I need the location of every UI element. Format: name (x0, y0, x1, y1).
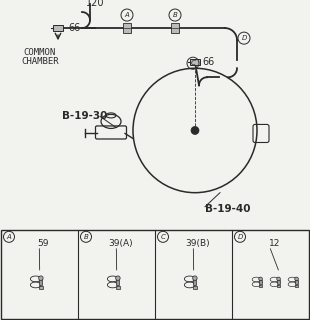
Circle shape (191, 126, 199, 134)
Text: 59: 59 (38, 239, 49, 248)
Bar (123, 23, 131, 33)
Bar (259, 279, 262, 284)
Text: 39(A): 39(A) (108, 239, 133, 248)
Bar (116, 279, 119, 285)
Text: D: D (241, 35, 247, 41)
Text: COMMON: COMMON (24, 48, 56, 57)
Bar (295, 279, 298, 284)
Bar (39, 279, 42, 285)
Bar (116, 286, 120, 289)
Bar (277, 279, 280, 284)
Text: 66: 66 (202, 57, 214, 67)
Text: A: A (7, 234, 11, 240)
Text: 66: 66 (68, 23, 80, 33)
Text: B-19-40: B-19-40 (205, 204, 250, 214)
Bar (190, 59, 200, 65)
Text: C: C (191, 60, 195, 66)
Text: B-19-30: B-19-30 (62, 111, 107, 121)
Text: D: D (237, 234, 243, 240)
Bar (193, 279, 197, 285)
Bar (53, 25, 63, 31)
Text: 120: 120 (86, 0, 104, 8)
Text: C: C (161, 234, 166, 240)
Circle shape (39, 276, 43, 280)
Text: CHAMBER: CHAMBER (21, 57, 59, 66)
Text: B: B (84, 234, 88, 240)
Bar (295, 285, 298, 287)
Circle shape (295, 277, 298, 281)
Bar (193, 286, 197, 289)
Text: 12: 12 (269, 239, 280, 248)
Circle shape (116, 276, 120, 280)
Text: 39(B): 39(B) (185, 239, 210, 248)
Circle shape (277, 277, 280, 281)
Bar (277, 285, 280, 287)
Bar (171, 23, 179, 33)
Circle shape (259, 277, 262, 281)
Bar (259, 285, 262, 287)
Circle shape (193, 276, 197, 280)
Bar (39, 286, 43, 289)
Text: B: B (173, 12, 177, 18)
Text: A: A (125, 12, 129, 18)
